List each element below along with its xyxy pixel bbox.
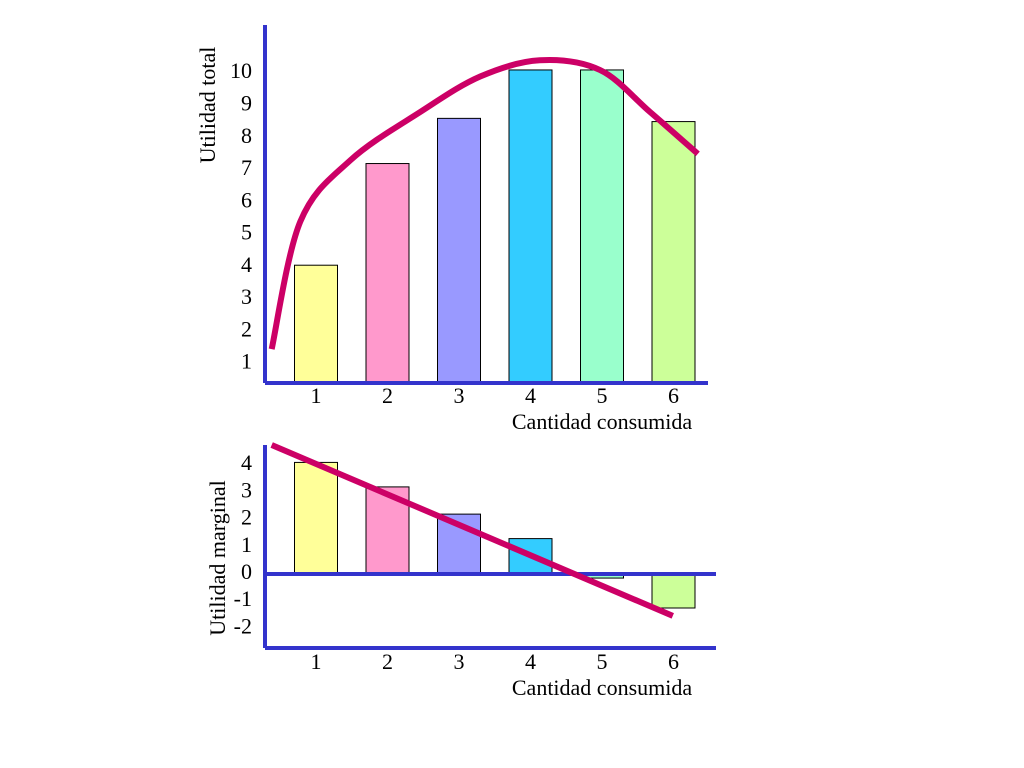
bar	[508, 69, 553, 384]
x-axis-label: Cantidad consumida	[512, 409, 692, 434]
bar	[294, 264, 338, 384]
y-tick-label: 2	[241, 505, 252, 530]
x-tick-label: 5	[597, 649, 608, 674]
bar	[651, 573, 696, 609]
bar	[437, 117, 481, 384]
y-tick-label: 4	[241, 450, 252, 475]
x-tick-label: 6	[668, 383, 679, 408]
x-tick-label: 1	[311, 649, 322, 674]
curve	[270, 442, 674, 619]
y-tick-label: 9	[241, 91, 252, 116]
bar	[580, 69, 624, 384]
y-tick-label: -1	[234, 586, 252, 611]
y-axis-label: Utilidad marginal	[205, 480, 230, 635]
x-tick-label: 3	[454, 383, 465, 408]
x-tick-label: 2	[382, 383, 393, 408]
x-axis-label: Cantidad consumida	[512, 675, 692, 700]
bar	[365, 163, 410, 384]
y-tick-label: 6	[241, 187, 252, 212]
y-tick-label: 1	[241, 349, 252, 374]
y-tick-label: 2	[241, 316, 252, 341]
y-tick-label: 3	[241, 477, 252, 502]
y-tick-label: 5	[241, 220, 252, 245]
curve	[268, 57, 700, 350]
y-tick-label: -2	[234, 613, 252, 638]
x-tick-label: 5	[597, 383, 608, 408]
x-tick-label: 3	[454, 649, 465, 674]
bar	[294, 461, 338, 575]
x-tick-label: 6	[668, 649, 679, 674]
x-tick-label: 1	[311, 383, 322, 408]
y-tick-label: 1	[241, 532, 252, 557]
y-tick-label: 7	[241, 155, 252, 180]
y-tick-label: 4	[241, 252, 252, 277]
y-axis-label: Utilidad total	[195, 47, 220, 164]
y-tick-label: 3	[241, 284, 252, 309]
x-tick-label: 4	[525, 383, 536, 408]
bar	[651, 121, 696, 384]
x-tick-label: 4	[525, 649, 536, 674]
y-tick-label: 10	[230, 58, 252, 83]
y-tick-label: 0	[241, 559, 252, 584]
y-tick-label: 8	[241, 123, 252, 148]
x-tick-label: 2	[382, 649, 393, 674]
